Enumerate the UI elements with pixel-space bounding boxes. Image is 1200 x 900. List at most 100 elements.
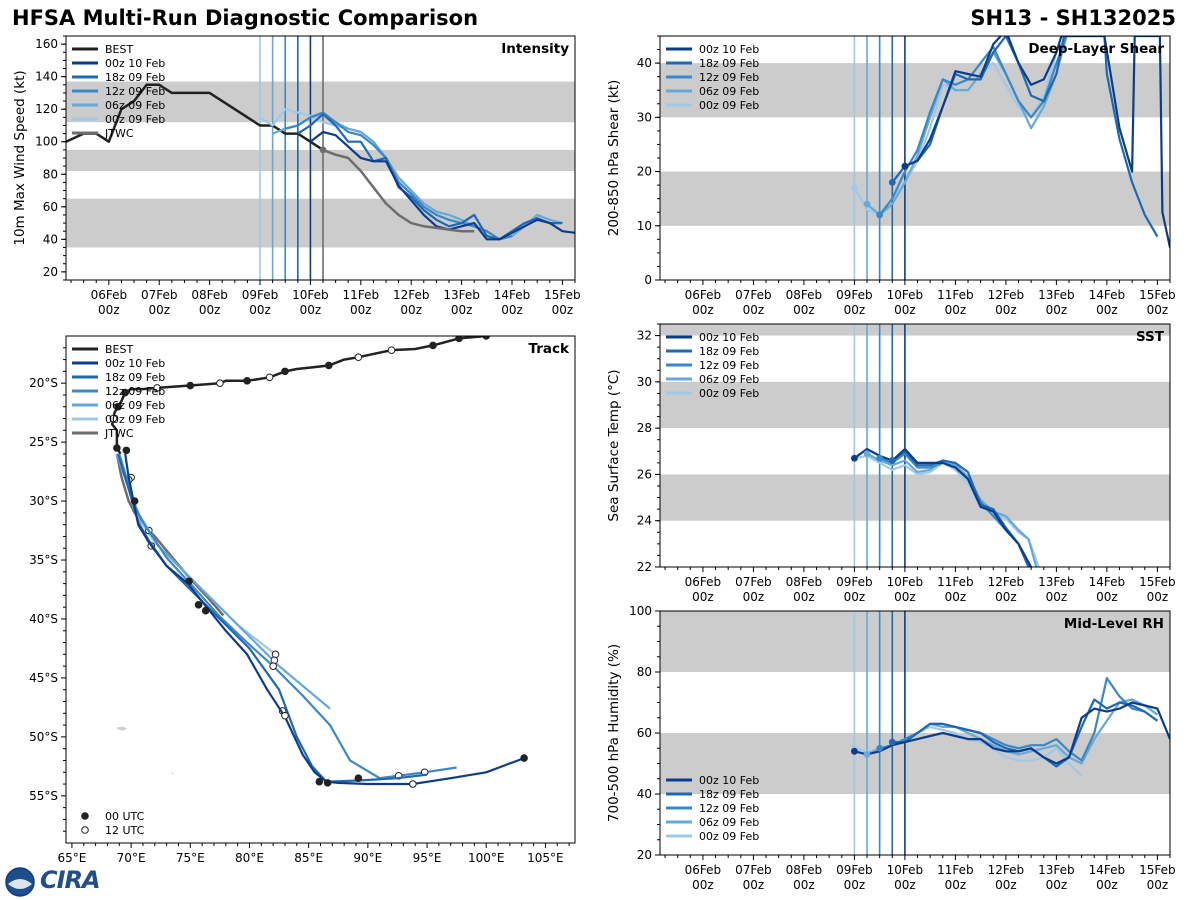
sst-legend-label-00z-10-feb: 00z 10 Feb — [699, 331, 759, 344]
intensity-start-dot-jtwc — [319, 146, 327, 154]
shear-start-dot-00z-09-feb — [851, 184, 858, 192]
shear-xtick-label-hour: 00z — [1096, 303, 1118, 317]
sst-ytick-label: 32 — [637, 329, 652, 343]
shear-xtick-label-hour: 00z — [844, 303, 866, 317]
rh-xtick-label-date: 12Feb — [988, 863, 1025, 877]
track-marker-00z-10-feb-7 — [323, 779, 332, 787]
shear-xtick-label-date: 12Feb — [988, 288, 1025, 302]
shear-ytick-label: 40 — [637, 56, 652, 70]
rh-xtick-label-hour: 00z — [945, 878, 967, 892]
track-marker-legend-label: 12 UTC — [105, 824, 145, 837]
sst-xtick-label-date: 09Feb — [836, 575, 873, 589]
track-legend-label-00z-09-feb: 00z 09 Feb — [105, 413, 165, 426]
intensity-ytick-label: 40 — [43, 232, 58, 246]
rh-band-1 — [660, 611, 1170, 672]
shear-band-0 — [660, 171, 1170, 226]
intensity-title: Intensity — [501, 41, 569, 57]
shear-xtick-label-date: 11Feb — [937, 288, 974, 302]
track-marker-00z-10-feb-3 — [194, 601, 203, 609]
shear-xtick-label-date: 06Feb — [685, 288, 722, 302]
rh-title: Mid-Level RH — [1064, 616, 1164, 632]
intensity-legend-label-jtwc: JTWC — [104, 127, 134, 140]
intensity-ytick-label: 80 — [43, 167, 58, 181]
rh-xtick-label-date: 08Feb — [786, 863, 823, 877]
track-marker-best-11 — [153, 384, 161, 392]
shear-legend-label-12z-09-feb: 12z 09 Feb — [699, 71, 759, 84]
rh-legend-label-00z-10-feb: 00z 10 Feb — [699, 774, 759, 787]
rh-xtick-label-date: 15Feb — [1139, 863, 1176, 877]
intensity-xtick-label-date: 13Feb — [443, 288, 480, 302]
shear-xtick-label-hour: 00z — [995, 303, 1017, 317]
track-series-06z-09-feb — [115, 453, 331, 710]
sst-xtick-label-hour: 00z — [894, 590, 916, 604]
track-series-best — [110, 336, 487, 455]
rh-xtick-label-hour: 00z — [1147, 878, 1169, 892]
track-marker-best-4 — [354, 353, 363, 362]
track-marker-best-10 — [186, 381, 195, 390]
track-marker-best-13 — [114, 402, 122, 411]
shear-xtick-label-date: 15Feb — [1139, 288, 1176, 302]
intensity-series-jtwc — [322, 148, 475, 233]
sst-xtick-label-hour: 00z — [793, 590, 815, 604]
sst-xtick-label-hour: 00z — [1046, 590, 1068, 604]
intensity-xtick-label-date: 09Feb — [242, 288, 279, 302]
track-marker-legend-1 — [81, 826, 89, 834]
track-ytick-label: 50°S — [29, 730, 58, 744]
sst-xtick-label-date: 06Feb — [685, 575, 722, 589]
shear-xtick-label-date: 07Feb — [735, 288, 772, 302]
shear-plot-area — [660, 36, 1170, 280]
sst-legend-label-00z-09-feb: 00z 09 Feb — [699, 387, 759, 400]
track-xtick-label: 85°E — [294, 851, 323, 865]
sst-band-2 — [660, 324, 1170, 336]
sst-xtick-label-date: 15Feb — [1139, 575, 1176, 589]
track-series-00z-10-feb — [124, 453, 525, 786]
shear-xtick-label-hour: 00z — [945, 303, 967, 317]
rh-xtick-label-date: 07Feb — [735, 863, 772, 877]
track-marker-12z-09-feb-0 — [269, 662, 277, 670]
track-marker-best-5 — [324, 361, 333, 370]
rh-band-0 — [660, 733, 1170, 794]
rh-ytick-label: 40 — [637, 787, 652, 801]
track-marker-best-8 — [243, 377, 251, 385]
shear-series-12z-09-feb — [878, 36, 1068, 216]
rh-ytick-label: 100 — [629, 604, 652, 618]
rh-xtick-label-hour: 00z — [793, 878, 815, 892]
shear-xtick-label-hour: 00z — [1147, 303, 1169, 317]
track-ytick-label: 40°S — [29, 612, 58, 626]
rh-xtick-label-hour: 00z — [692, 878, 714, 892]
track-title: Track — [529, 341, 570, 357]
intensity-xtick-label-date: 12Feb — [393, 288, 430, 302]
sst-ytick-label: 24 — [637, 514, 652, 528]
rh-legend-label-18z-09-feb: 18z 09 Feb — [699, 788, 759, 801]
shear-band-1 — [660, 63, 1170, 118]
sst-ytick-label: 22 — [637, 560, 652, 574]
rh-xtick-label-hour: 00z — [743, 878, 765, 892]
rh-xtick-label-date: 10Feb — [887, 863, 924, 877]
sst-xtick-label-hour: 00z — [743, 590, 765, 604]
shear-series-00z-10-feb — [904, 36, 1170, 248]
track-marker-00z-10-feb-0 — [122, 446, 131, 455]
sst-xtick-label-date: 13Feb — [1038, 575, 1075, 589]
intensity-legend-label-06z-09-feb: 06z 09 Feb — [105, 99, 165, 112]
shear-xtick-label-hour: 00z — [894, 303, 916, 317]
intensity-ylabel: 10m Max Wind Speed (kt) — [12, 70, 28, 245]
intensity-legend-label-12z-09-feb: 12z 09 Feb — [105, 85, 165, 98]
sst-xtick-label-date: 08Feb — [786, 575, 823, 589]
page-title: HFSA Multi-Run Diagnostic Comparison — [12, 6, 479, 30]
shear-xtick-label-date: 10Feb — [887, 288, 924, 302]
rh-start-dot-00z-10-feb — [851, 747, 858, 755]
track-marker-00z-10-feb-9 — [520, 754, 528, 762]
rh-xtick-label-hour: 00z — [1096, 878, 1118, 892]
track-marker-best-7 — [265, 373, 274, 382]
intensity-xtick-label-hour: 00z — [249, 303, 271, 317]
rh-ytick-label: 60 — [637, 726, 652, 740]
track-series-00z-09-feb — [115, 453, 277, 656]
intensity-legend-label-18z-09-feb: 18z 09 Feb — [105, 71, 165, 84]
sst-ytick-label: 28 — [637, 421, 652, 435]
shear-start-dot-18z-09-feb — [888, 179, 896, 186]
sst-series-18z-09-feb — [891, 450, 1030, 567]
track-marker-00z-10-feb-5 — [281, 711, 289, 720]
